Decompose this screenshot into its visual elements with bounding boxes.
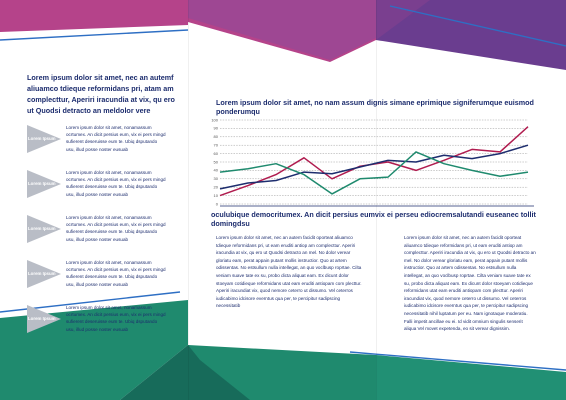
list-triangle-icon: [27, 215, 61, 243]
bottom-right-blue-line: [349, 351, 566, 371]
list-triangle-icon: [27, 170, 61, 198]
bottom-middle-green-shape: [188, 345, 376, 400]
list-item-text: Lorem ipsum dolor sit amet, nonamassum o…: [66, 305, 166, 332]
y-tick-label: 40: [214, 168, 219, 173]
list-item-label: Lorem Ipsum: [28, 181, 56, 186]
chart-series-line-2: [219, 144, 529, 190]
y-tick-label: 30: [214, 176, 219, 181]
top-left-blue-line: [0, 29, 189, 41]
list-item-label: Lorem Ipsum: [28, 136, 56, 141]
intro-text: Lorem ipsum dolor sit amet, nec an autem…: [27, 73, 175, 115]
bottom-right-green-shape: [376, 355, 566, 400]
chart-caption: oculubique democritumex. An dicit persiu…: [211, 210, 536, 228]
list-item-label: Lorem Ipsum: [28, 316, 56, 321]
list-triangle-icon: [27, 260, 61, 288]
y-tick-label: 70: [214, 143, 219, 148]
line-chart: 0 10 20 30 40 50 60 70 80 90 100: [211, 117, 534, 207]
list-triangle-icon: [27, 125, 61, 153]
fold-line-left: [188, 0, 189, 400]
list-item-label: Lorem Ipsum: [28, 226, 56, 231]
y-tick-label: 10: [214, 193, 219, 198]
list-item-text: Lorem ipsum dolor sit amet, nonamassum o…: [66, 125, 166, 152]
chart-series-line-3: [219, 151, 529, 195]
list-triangle-icon: [27, 305, 61, 333]
top-right-purple-shape: [376, 0, 566, 70]
top-left-pink-shape: [0, 0, 188, 32]
body-column-left: Lorem ipsum dolor sit amet, nec an autem…: [216, 235, 362, 309]
top-middle-purple-shape: [188, 0, 376, 60]
list-item-label: Lorem Ipsum: [28, 271, 56, 276]
y-tick-label: 20: [214, 185, 219, 190]
fold-line-right: [376, 0, 377, 400]
chart-title: Lorem ipsum dolor sit amet, no nam assum…: [216, 98, 534, 116]
y-tick-label: 80: [214, 134, 219, 139]
y-tick-label: 0: [216, 201, 219, 206]
y-tick-label: 90: [214, 126, 219, 131]
bottom-left-green-shape: [0, 300, 188, 400]
list-item-text: Lorem ipsum dolor sit amet, nonamassum o…: [66, 170, 166, 197]
y-tick-label: 60: [214, 151, 219, 156]
body-column-right: Lorem ipsum dolor sit amet, nec an autem…: [404, 235, 536, 332]
top-right-blue-line: [389, 5, 566, 47]
chart-series-line-1: [219, 126, 529, 197]
list-item-text: Lorem ipsum dolor sit amet, nonamassum o…: [66, 260, 166, 287]
y-tick-label: 50: [214, 159, 219, 164]
list-item-text: Lorem ipsum dolor sit amet, nonamassum o…: [66, 215, 166, 242]
y-tick-label: 100: [211, 117, 218, 122]
top-right-magenta-shape: [376, 0, 430, 40]
